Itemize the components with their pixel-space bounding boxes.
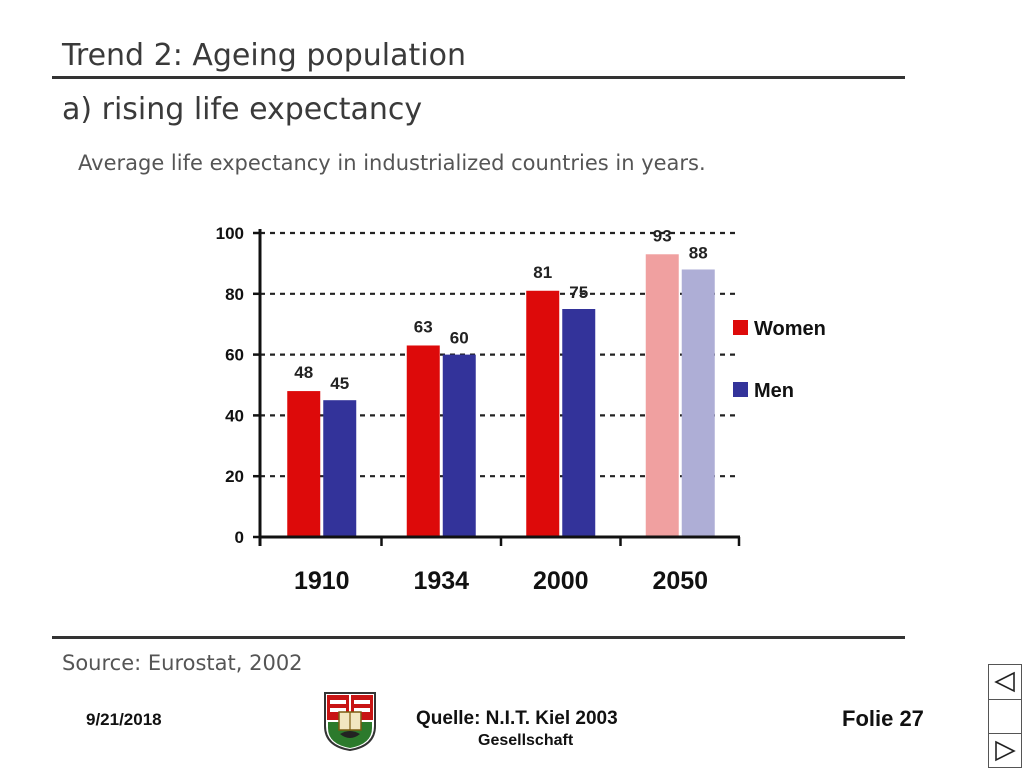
legend-label-women: Women bbox=[754, 318, 826, 340]
slide-menu-button[interactable] bbox=[989, 699, 1021, 734]
bar-women bbox=[406, 345, 440, 537]
bar-women bbox=[287, 391, 321, 537]
bar-men bbox=[562, 309, 596, 537]
slide-navigation bbox=[988, 664, 1022, 768]
data-label-women: 48 bbox=[294, 363, 313, 382]
source-note: Source: Eurostat, 2002 bbox=[62, 651, 303, 675]
x-category-label: 1934 bbox=[413, 567, 469, 595]
data-label-women: 63 bbox=[414, 317, 433, 336]
data-label-men: 60 bbox=[450, 329, 469, 348]
slide-title: Trend 2: Ageing population bbox=[62, 38, 466, 73]
y-tick-label: 20 bbox=[225, 467, 244, 486]
x-category-label: 2050 bbox=[652, 567, 708, 595]
y-tick-label: 60 bbox=[225, 346, 244, 365]
legend-label-men: Men bbox=[754, 380, 794, 402]
data-label-men: 88 bbox=[689, 243, 708, 262]
title-underline bbox=[52, 76, 905, 79]
legend-swatch-men bbox=[733, 382, 748, 397]
slide-subtitle: a) rising life expectancy bbox=[62, 92, 423, 127]
data-label-women: 81 bbox=[533, 263, 552, 282]
coat-of-arms-logo bbox=[324, 692, 376, 752]
y-tick-label: 40 bbox=[225, 406, 244, 425]
source-divider bbox=[52, 636, 905, 639]
footer-organization: Gesellschaft bbox=[478, 732, 574, 749]
y-tick-label: 100 bbox=[216, 224, 244, 243]
footer-date: 9/21/2018 bbox=[86, 710, 162, 729]
bar-men bbox=[323, 400, 357, 537]
y-tick-label: 0 bbox=[235, 528, 244, 547]
bar-women bbox=[645, 254, 679, 537]
y-tick-label: 80 bbox=[225, 285, 244, 304]
previous-slide-button[interactable] bbox=[989, 665, 1021, 700]
bar-men bbox=[442, 354, 476, 537]
data-label-men: 45 bbox=[330, 374, 349, 393]
slide-number: Folie 27 bbox=[842, 706, 924, 731]
x-category-label: 1910 bbox=[294, 567, 350, 595]
next-slide-button[interactable] bbox=[989, 734, 1021, 768]
legend-swatch-women bbox=[733, 320, 748, 335]
data-label-women: 93 bbox=[653, 226, 672, 245]
bar-men bbox=[681, 269, 715, 537]
x-category-label: 2000 bbox=[533, 567, 589, 595]
life-expectancy-chart: 0 20 40 60 80 100 48 45 1910 63 60 1934 81 75 2000 93 88… bbox=[216, 224, 826, 595]
triangle-right-icon bbox=[995, 740, 1016, 762]
chart-caption: Average life expectancy in industrialize… bbox=[78, 151, 706, 175]
triangle-left-icon bbox=[994, 671, 1015, 693]
footer-source: Quelle: N.I.T. Kiel 2003 bbox=[416, 708, 618, 729]
bar-women bbox=[526, 290, 560, 537]
data-label-men: 75 bbox=[569, 283, 588, 302]
